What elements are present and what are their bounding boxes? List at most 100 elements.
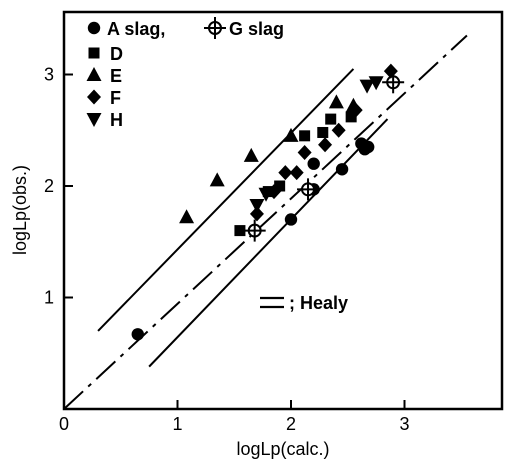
data-point [258,187,274,202]
legend-marker-f [87,89,101,105]
data-point [368,76,384,91]
fit-line-solid [97,68,355,332]
marker-triangle-up [86,67,102,81]
marker-circle [131,328,144,341]
fit-lines [63,34,468,410]
marker-square [299,130,311,142]
data-point [249,206,264,222]
legend-label-e: E [110,66,122,86]
data-point [284,213,298,226]
marker-circle [335,163,349,176]
legend-label-g: G slag [229,19,284,39]
marker-diamond [331,122,346,138]
data-point [289,165,304,181]
plot-frame [62,10,504,411]
data-point [283,127,299,142]
legend-label-f: F [110,88,121,108]
marker-square [325,113,337,125]
marker-circle [361,140,375,154]
y-axis-title: logLp(obs.) [10,165,30,255]
data-point [328,94,344,109]
data-point [335,163,349,176]
x-tick-label: 2 [286,414,296,434]
marker-diamond [249,206,264,222]
marker-circle [307,157,320,170]
legend-marker-a [87,21,101,35]
data-point [307,157,320,170]
marker-triangle-up [179,209,195,224]
marker-diamond [318,137,333,153]
x-tick-label: 0 [59,414,69,434]
data-point [274,180,286,192]
data-point [179,209,195,224]
data-point [359,79,375,94]
data-point [234,225,246,237]
marker-triangle-up [283,127,299,142]
marker-triangle-down [258,187,274,202]
data-point [317,126,329,138]
healy-annotation: ; Healy [260,293,348,313]
data-point [131,328,144,341]
legend-marker-g [204,17,226,39]
marker-triangle-down [249,198,265,213]
data-point [318,137,333,153]
data-point [361,140,375,154]
data-point [297,145,312,161]
healy-label: ; Healy [289,293,348,313]
marker-triangle-down [86,113,102,127]
legend-marker-e [86,67,102,81]
series-f [249,63,398,222]
marker-square [274,180,286,192]
marker-diamond [289,165,304,181]
marker-diamond [297,145,312,161]
series-g-slag [243,71,405,242]
marker-triangle-down [368,76,384,91]
legend-marker-d [88,47,100,59]
data-point [383,63,398,79]
marker-diamond [383,63,398,79]
legend-label-h: H [110,110,123,130]
legend-label-d: D [110,44,123,64]
data-point [278,165,293,181]
data-points [131,63,405,341]
x-axis-title: logLp(calc.) [236,439,329,459]
data-point [243,147,259,162]
marker-diamond [348,102,363,118]
fit-line-solid [148,118,389,368]
fit-line-dashdot [63,34,468,410]
y-tick-label: 1 [44,288,54,308]
data-point [331,122,346,138]
marker-square [234,225,246,237]
marker-triangle-up [209,172,225,187]
series-a-slag [131,137,375,341]
axis-ticks [64,73,406,409]
marker-triangle-down [359,79,375,94]
marker-diamond [87,89,101,105]
data-point [249,198,265,213]
data-point [325,113,337,125]
legend-label-a: A slag, [107,19,165,39]
marker-triangle-up [243,147,259,162]
series-e [179,94,361,224]
marker-triangle-up [328,94,344,109]
data-point [348,102,363,118]
data-point [209,172,225,187]
data-point [243,219,266,242]
data-point [297,178,320,201]
marker-square [317,126,329,138]
marker-diamond [278,165,293,181]
marker-circle [284,213,298,226]
y-tick-label: 2 [44,176,54,196]
x-tick-label: 3 [399,414,409,434]
marker-square [345,111,357,123]
data-point [299,130,311,142]
legend-marker-h [86,113,102,127]
y-tick-label: 3 [44,65,54,85]
x-tick-label: 1 [172,414,182,434]
series-h [249,76,384,213]
marker-circle [87,21,101,35]
tick-labels: 0 1 2 3 1 2 3 [44,65,410,435]
marker-square [88,47,100,59]
